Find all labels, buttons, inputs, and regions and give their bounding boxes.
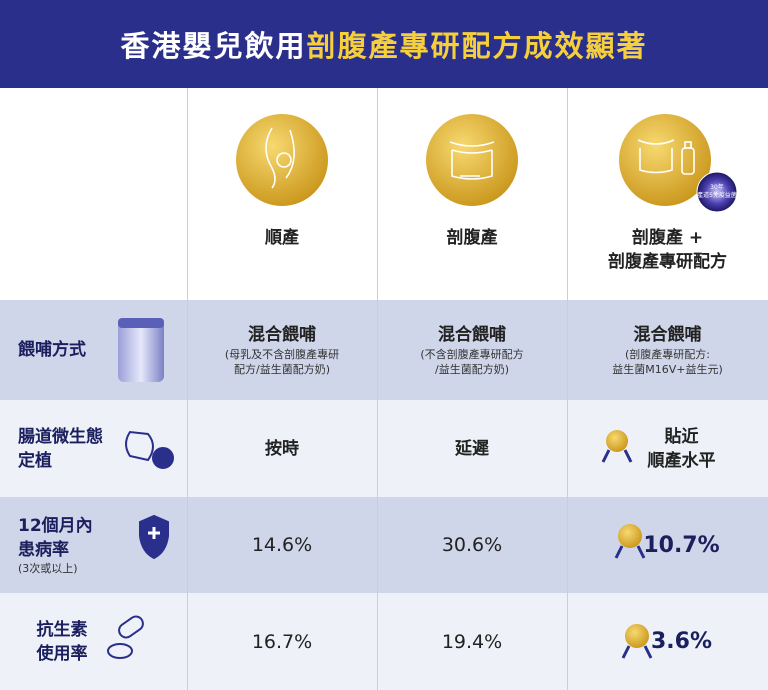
cell-text: 30.6% (441, 534, 503, 556)
row-label-line: 12個月內 (18, 516, 93, 536)
cell: 19.4% (377, 593, 567, 690)
row-label: 腸道微生態 定植 (18, 400, 118, 497)
row-label-line: 腸道微生態 (18, 426, 103, 447)
cell: 3.6% (595, 593, 768, 690)
badge-text: 30年 (710, 184, 724, 191)
badge-text: 產道5免疫益菌 (697, 192, 737, 199)
row-label-line: 患病率 (18, 540, 69, 560)
cell: 延遲 (377, 400, 567, 497)
cell-text: 10.7% (643, 532, 720, 558)
column-header: 順產 (187, 226, 377, 282)
row-label-line: 餵哺方式 (18, 340, 86, 360)
cell-note: 配方/益生菌配方奶) (234, 363, 330, 376)
row-label: 抗生素 使用率 (12, 593, 112, 690)
badge: 30年 產道5免疫益菌 (697, 180, 737, 204)
divider (187, 88, 188, 690)
row-note: (3次或以上) (18, 562, 78, 575)
cell-text: 14.6% (251, 534, 313, 556)
column-label: 剖腹產專研配方 (608, 252, 727, 272)
row-label-line: 抗生素 (36, 619, 88, 640)
row-label-line: 使用率 (36, 643, 88, 664)
row-band (0, 400, 768, 497)
cell-text: 貼近 (664, 426, 699, 447)
cell: 10.7% (595, 497, 768, 593)
divider (377, 88, 378, 690)
cell: 按時 (187, 400, 377, 497)
title-white: 香港嬰兒飲用 (120, 29, 307, 63)
cell-text: 順產水平 (647, 450, 716, 471)
cell: 混合餵哺 (母乳及不含剖腹產專研 配方/益生菌配方奶) (187, 300, 377, 400)
row-label: 餵哺方式 (18, 300, 118, 400)
cell-note: (母乳及不含剖腹產專研 (224, 348, 340, 361)
cell-text: 按時 (265, 438, 299, 459)
cell-text: 16.7% (251, 630, 313, 653)
column-label: 剖腹產 + (631, 228, 704, 248)
column-label: 剖腹產 (446, 228, 498, 248)
column-label: 順產 (265, 228, 299, 248)
cell-text: 混合餵哺 (248, 325, 316, 345)
row-label-line: 定植 (18, 450, 52, 471)
cell-text: 3.6% (650, 629, 712, 654)
cell-note: 益生菌M16V+益生元) (612, 363, 723, 376)
header: 香港嬰兒飲用 剖腹產專研配方成效顯著 (0, 0, 768, 88)
cell-text: 19.4% (441, 630, 503, 653)
cell-note: (不含剖腹產專研配方 (420, 348, 524, 361)
cell-note: (剖腹產專研配方: (625, 348, 710, 361)
cell: 16.7% (187, 593, 377, 690)
cell-note: /益生菌配方奶) (435, 363, 509, 376)
divider (567, 88, 568, 690)
cell: 混合餵哺 (不含剖腹產專研配方/益生菌配方奶) (377, 300, 567, 400)
cell: 30.6% (377, 497, 567, 593)
cell-text: 混合餵哺 (438, 325, 506, 345)
cell-text: 混合餵哺 (633, 325, 702, 345)
cell: 貼近 順產水平 (595, 400, 768, 497)
row-label: 12個月內患病率 (3次或以上) (18, 497, 118, 593)
column-header: 剖腹產 + 剖腹產專研配方 (567, 226, 768, 282)
cell: 14.6% (187, 497, 377, 593)
cell-text: 延遲 (455, 438, 489, 459)
cell: 混合餵哺 (剖腹產專研配方: 益生菌M16V+益生元) (567, 300, 768, 400)
row-band (0, 497, 768, 593)
column-header: 剖腹產 (377, 226, 567, 282)
title-yellow: 剖腹產專研配方成效顯著 (306, 29, 648, 63)
